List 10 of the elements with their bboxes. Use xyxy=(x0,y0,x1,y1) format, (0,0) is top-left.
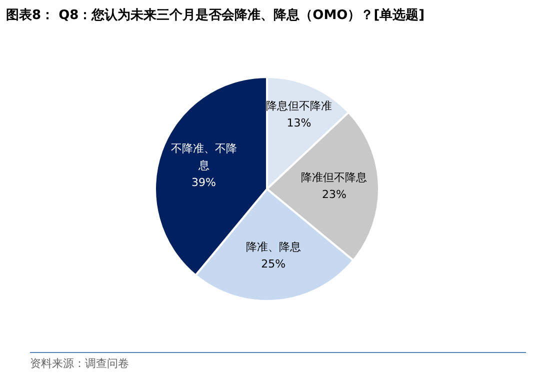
chart-title: 图表8： Q8：您认为未来三个月是否会降准、降息（OMO）？[单选题] xyxy=(6,7,425,24)
data-label: 23% xyxy=(322,188,346,202)
slice-label: 不降准、不降息 xyxy=(170,142,237,172)
slice-label: 降息但不降准 xyxy=(266,99,332,112)
data-label: 13% xyxy=(286,116,312,130)
data-label: 25% xyxy=(261,257,286,270)
text: 资料来源：调查问卷 xyxy=(30,356,129,371)
slice-label: 降准但不降息 xyxy=(301,171,368,184)
data-label: 39% xyxy=(192,176,216,190)
slice-label: 降准、降息 xyxy=(246,240,301,254)
